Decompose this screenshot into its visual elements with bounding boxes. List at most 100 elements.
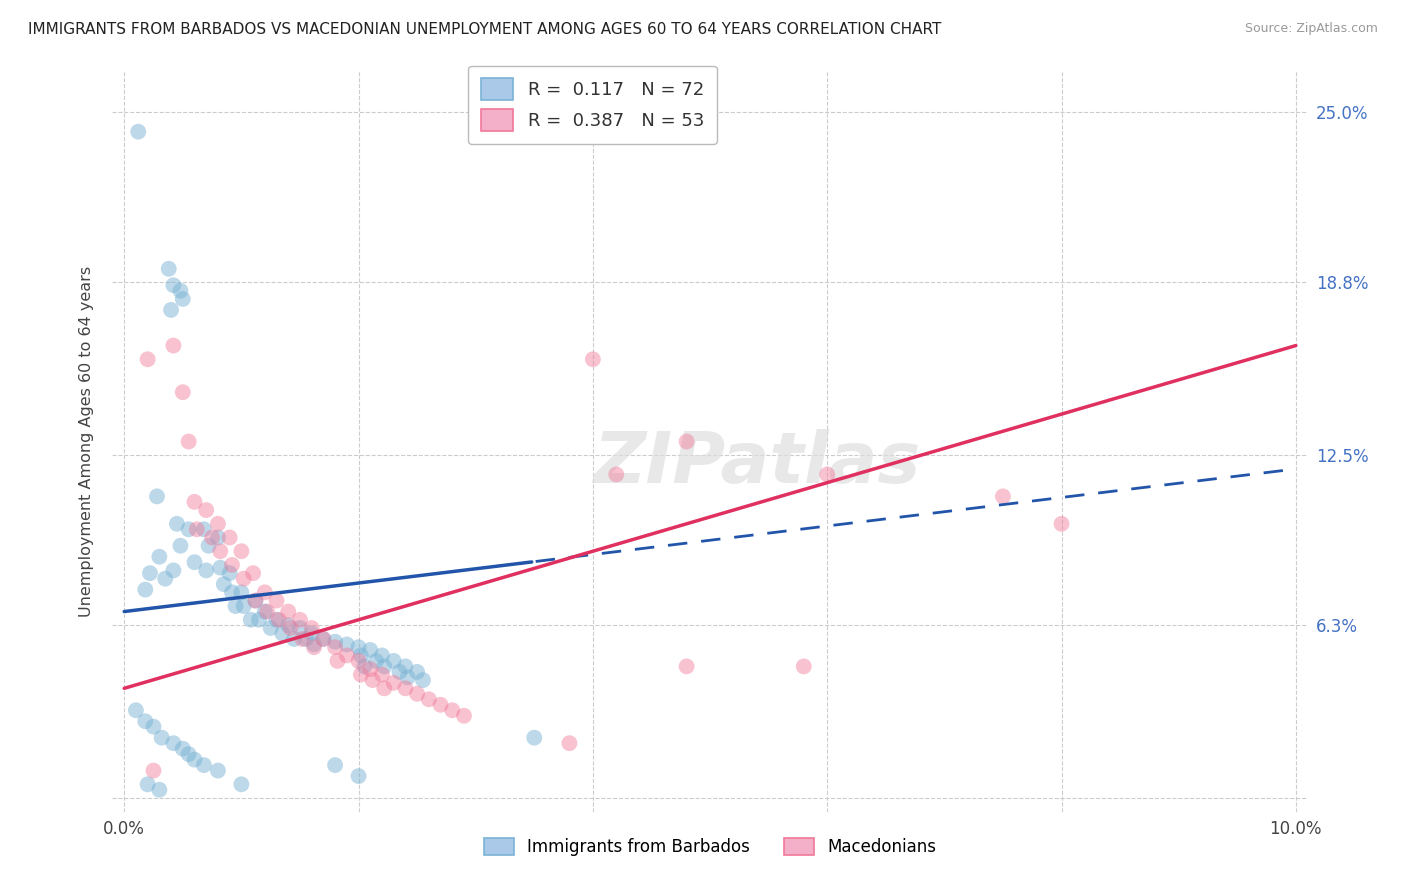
Point xyxy=(142,764,165,778)
Point xyxy=(350,648,373,663)
Point xyxy=(382,654,405,668)
Point xyxy=(231,544,253,558)
Point xyxy=(301,626,323,640)
Point xyxy=(247,613,270,627)
Point xyxy=(271,626,294,640)
Point xyxy=(127,125,149,139)
Point xyxy=(212,577,235,591)
Point xyxy=(245,593,267,607)
Point xyxy=(162,278,184,293)
Point xyxy=(347,769,370,783)
Point xyxy=(336,648,359,663)
Point xyxy=(266,593,288,607)
Point xyxy=(166,516,188,531)
Point xyxy=(232,599,254,613)
Point xyxy=(266,613,288,627)
Point xyxy=(172,741,194,756)
Point xyxy=(253,605,276,619)
Point xyxy=(146,489,169,503)
Point xyxy=(207,516,229,531)
Point xyxy=(193,758,215,772)
Point xyxy=(301,621,323,635)
Point xyxy=(441,703,464,717)
Point xyxy=(302,637,325,651)
Point xyxy=(134,582,156,597)
Point xyxy=(177,522,200,536)
Point xyxy=(406,665,429,679)
Point xyxy=(353,659,375,673)
Point xyxy=(382,676,405,690)
Point xyxy=(218,566,240,581)
Point xyxy=(371,648,394,663)
Point xyxy=(793,659,815,673)
Point xyxy=(218,531,240,545)
Point xyxy=(283,632,305,646)
Point xyxy=(277,618,299,632)
Point xyxy=(169,539,191,553)
Point xyxy=(148,549,170,564)
Point xyxy=(183,555,205,569)
Point xyxy=(326,654,349,668)
Point xyxy=(312,632,335,646)
Text: ZIPatlas: ZIPatlas xyxy=(595,429,921,499)
Point xyxy=(209,560,232,574)
Point xyxy=(186,522,208,536)
Point xyxy=(371,667,394,681)
Point xyxy=(558,736,581,750)
Point xyxy=(242,566,264,581)
Point xyxy=(183,495,205,509)
Point xyxy=(267,613,290,627)
Point xyxy=(323,634,346,648)
Point xyxy=(350,667,373,681)
Point xyxy=(162,563,184,577)
Text: Source: ZipAtlas.com: Source: ZipAtlas.com xyxy=(1244,22,1378,36)
Point xyxy=(373,681,395,696)
Point xyxy=(675,434,697,449)
Point xyxy=(312,632,335,646)
Point xyxy=(177,747,200,761)
Point xyxy=(388,665,411,679)
Point xyxy=(221,585,243,599)
Point xyxy=(359,643,381,657)
Point xyxy=(523,731,546,745)
Point xyxy=(347,640,370,655)
Point xyxy=(169,284,191,298)
Point xyxy=(675,659,697,673)
Point xyxy=(991,489,1014,503)
Point xyxy=(142,720,165,734)
Y-axis label: Unemployment Among Ages 60 to 64 years: Unemployment Among Ages 60 to 64 years xyxy=(79,266,94,617)
Point xyxy=(221,558,243,572)
Point xyxy=(162,338,184,352)
Point xyxy=(239,613,262,627)
Point xyxy=(136,777,159,791)
Point xyxy=(323,640,346,655)
Point xyxy=(394,659,416,673)
Point xyxy=(231,777,253,791)
Point xyxy=(172,385,194,400)
Point xyxy=(288,613,311,627)
Point xyxy=(364,654,387,668)
Point xyxy=(288,621,311,635)
Point xyxy=(207,531,229,545)
Point xyxy=(323,758,346,772)
Point xyxy=(183,753,205,767)
Point xyxy=(125,703,148,717)
Point xyxy=(148,782,170,797)
Point xyxy=(207,764,229,778)
Point xyxy=(253,585,276,599)
Point xyxy=(394,681,416,696)
Point xyxy=(605,467,627,482)
Point xyxy=(582,352,605,367)
Point xyxy=(359,662,381,676)
Point xyxy=(295,632,318,646)
Point xyxy=(412,673,434,687)
Point xyxy=(201,531,224,545)
Point xyxy=(453,708,475,723)
Point xyxy=(136,352,159,367)
Point xyxy=(197,539,219,553)
Point xyxy=(209,544,232,558)
Point xyxy=(150,731,173,745)
Point xyxy=(361,673,384,687)
Point xyxy=(396,670,419,684)
Point xyxy=(277,605,299,619)
